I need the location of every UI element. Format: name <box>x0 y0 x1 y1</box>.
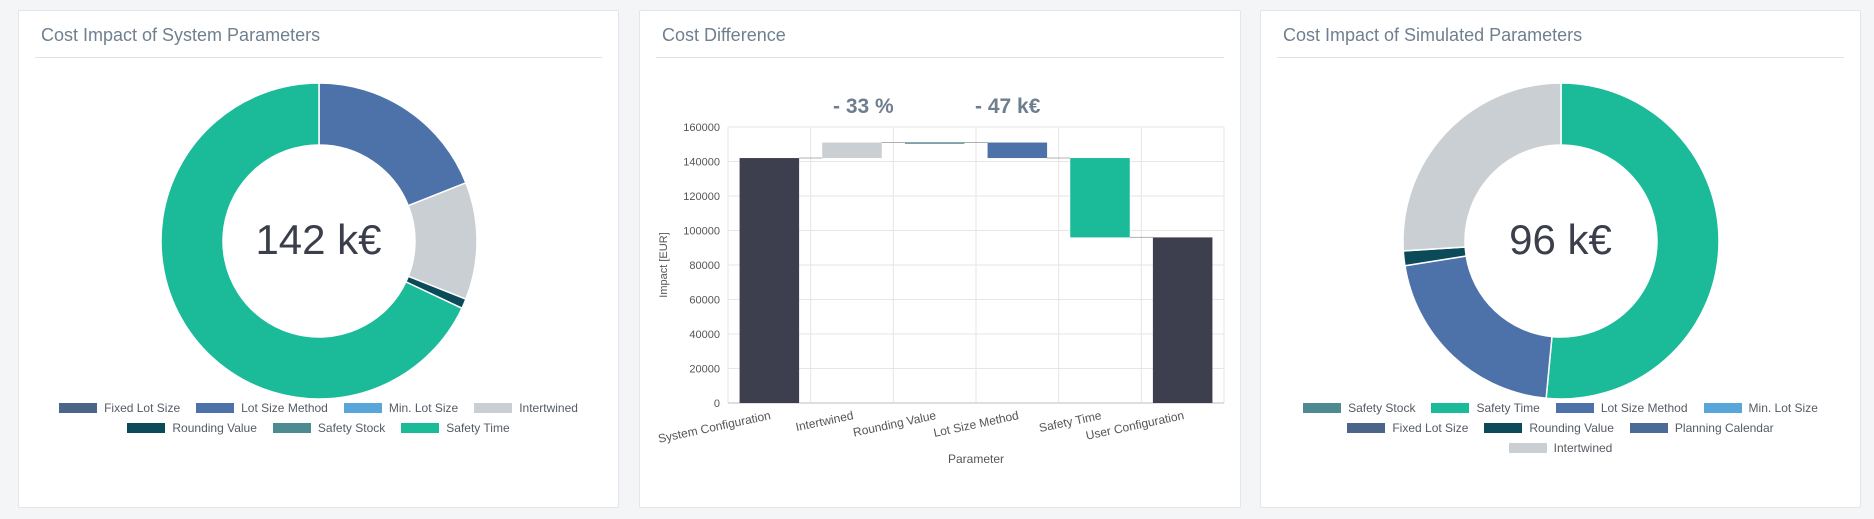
system-donut-svg <box>160 82 478 400</box>
legend-label: Lot Size Method <box>1600 401 1688 415</box>
panel-divider <box>35 57 602 58</box>
legend-label: Lot Size Method <box>241 401 328 415</box>
absolute-change-label: - 47 k€ <box>975 95 1041 118</box>
waterfall-chart: 0 20000 40000 60000 80000 100000 120000 140000 1… <box>640 11 1240 507</box>
legend-label: Safety Stock <box>317 421 386 435</box>
legend-label: Intertwined <box>519 401 578 415</box>
y-tick-label: 100000 <box>683 226 720 238</box>
legend-item-min-lot-size[interactable]: Min. Lot Size <box>343 401 459 415</box>
legend-label: Fixed Lot Size <box>104 401 181 415</box>
y-tick-label: 140000 <box>683 157 720 169</box>
bar-user-configuration[interactable] <box>1152 237 1213 403</box>
legend-swatch <box>1303 403 1342 413</box>
y-tick-label: 160000 <box>683 122 720 134</box>
y-tick-label: 60000 <box>689 295 720 307</box>
legend-label: Rounding Value <box>1529 421 1614 435</box>
system-donut-chart: 142 k€ <box>19 71 618 411</box>
legend-item-intertwined[interactable]: Intertwined <box>1508 441 1613 455</box>
legend-swatch <box>1629 423 1668 433</box>
legend-item-safety-time[interactable]: Safety Time <box>1431 401 1540 415</box>
y-axis-title: Impact [EUR] <box>658 232 670 297</box>
slice-lot-size-method[interactable] <box>1404 255 1553 400</box>
legend-swatch <box>1484 423 1523 433</box>
y-tick-label: 80000 <box>689 260 720 272</box>
legend-swatch <box>1703 403 1742 413</box>
system-cost-panel: Cost Impact of System Parameters 142 k€ … <box>18 10 619 508</box>
legend-item-lot-size-method[interactable]: Lot Size Method <box>196 401 328 415</box>
simulated-donut-chart: 96 k€ <box>1261 71 1860 411</box>
panel-title: Cost Difference <box>662 25 786 45</box>
legend-swatch <box>272 423 311 433</box>
system-total-label: 142 k€ <box>255 216 382 263</box>
y-tick-label: 0 <box>714 398 720 410</box>
bar-safety-time[interactable] <box>1070 158 1130 238</box>
simulated-legend: Safety Stock Safety Time Lot Size Method Mi… <box>1291 398 1830 458</box>
slice-lot-size-method[interactable] <box>318 82 467 207</box>
legend-item-min-lot-size[interactable]: Min. Lot Size <box>1703 401 1818 415</box>
legend-label: Rounding Value <box>172 421 257 435</box>
bar-intertwined[interactable] <box>822 142 882 159</box>
bar-rounding-value[interactable] <box>904 142 965 144</box>
slice-intertwined[interactable] <box>1402 82 1562 252</box>
y-tick-label: 20000 <box>689 364 720 376</box>
system-legend: Fixed Lot Size Lot Size Method Min. Lot Si… <box>39 398 598 438</box>
legend-swatch <box>1431 403 1470 413</box>
legend-swatch <box>1347 423 1386 433</box>
x-axis-title: Parameter <box>948 452 1004 466</box>
panel-divider <box>1277 57 1844 58</box>
panel-divider <box>656 57 1224 58</box>
legend-label: Safety Time <box>1476 401 1540 415</box>
legend-swatch <box>1555 403 1594 413</box>
legend-item-safety-stock[interactable]: Safety Stock <box>272 421 386 435</box>
panel-title: Cost Impact of Simulated Parameters <box>1283 25 1583 45</box>
legend-swatch <box>401 423 440 433</box>
legend-swatch <box>1508 443 1547 453</box>
legend-item-fixed-lot-size[interactable]: Fixed Lot Size <box>1347 421 1468 435</box>
cost-difference-panel: Cost Difference - 33 % - 47 k€ 0 20000 400… <box>639 10 1241 508</box>
x-tick-label: Lot Size Method <box>932 408 1020 440</box>
x-tick-label: System Configuration <box>657 408 772 446</box>
legend-swatch <box>196 403 235 413</box>
legend-item-lot-size-method[interactable]: Lot Size Method <box>1555 401 1688 415</box>
waterfall-svg: 0 20000 40000 60000 80000 100000 120000 140000 1… <box>657 122 1225 466</box>
percent-change-label: - 33 % <box>833 95 894 118</box>
legend-label: Fixed Lot Size <box>1392 421 1469 435</box>
y-tick-label: 120000 <box>683 191 720 203</box>
legend-item-intertwined[interactable]: Intertwined <box>474 401 578 415</box>
legend-label: Min. Lot Size <box>1748 401 1818 415</box>
slice-safety-time[interactable] <box>160 82 463 400</box>
x-tick-label: Rounding Value <box>852 408 938 439</box>
simulated-total-label: 96 k€ <box>1509 216 1612 263</box>
legend-label: Safety Stock <box>1348 401 1416 415</box>
legend-item-safety-stock[interactable]: Safety Stock <box>1303 401 1415 415</box>
legend-swatch <box>127 423 166 433</box>
legend-label: Planning Calendar <box>1674 421 1774 435</box>
y-tick-label: 40000 <box>689 329 720 341</box>
legend-swatch <box>474 403 513 413</box>
legend-item-fixed-lot-size[interactable]: Fixed Lot Size <box>59 401 180 415</box>
bar-system-configuration[interactable] <box>739 158 800 403</box>
legend-item-safety-time[interactable]: Safety Time <box>401 421 510 435</box>
simulated-cost-panel: Cost Impact of Simulated Parameters 96 k… <box>1260 10 1861 508</box>
slice-safety-time[interactable] <box>1545 82 1720 400</box>
x-tick-label: Intertwined <box>794 408 854 434</box>
legend-item-planning-calendar[interactable]: Planning Calendar <box>1629 421 1774 435</box>
legend-item-rounding-value[interactable]: Rounding Value <box>1484 421 1614 435</box>
legend-swatch <box>343 403 382 413</box>
simulated-donut-svg <box>1402 82 1720 400</box>
panel-title: Cost Impact of System Parameters <box>41 25 321 45</box>
legend-swatch <box>59 403 98 413</box>
legend-label: Intertwined <box>1553 441 1613 455</box>
legend-label: Safety Time <box>446 421 510 435</box>
legend-item-rounding-value[interactable]: Rounding Value <box>127 421 257 435</box>
bar-lot-size-method[interactable] <box>987 142 1048 159</box>
legend-label: Min. Lot Size <box>388 401 459 415</box>
